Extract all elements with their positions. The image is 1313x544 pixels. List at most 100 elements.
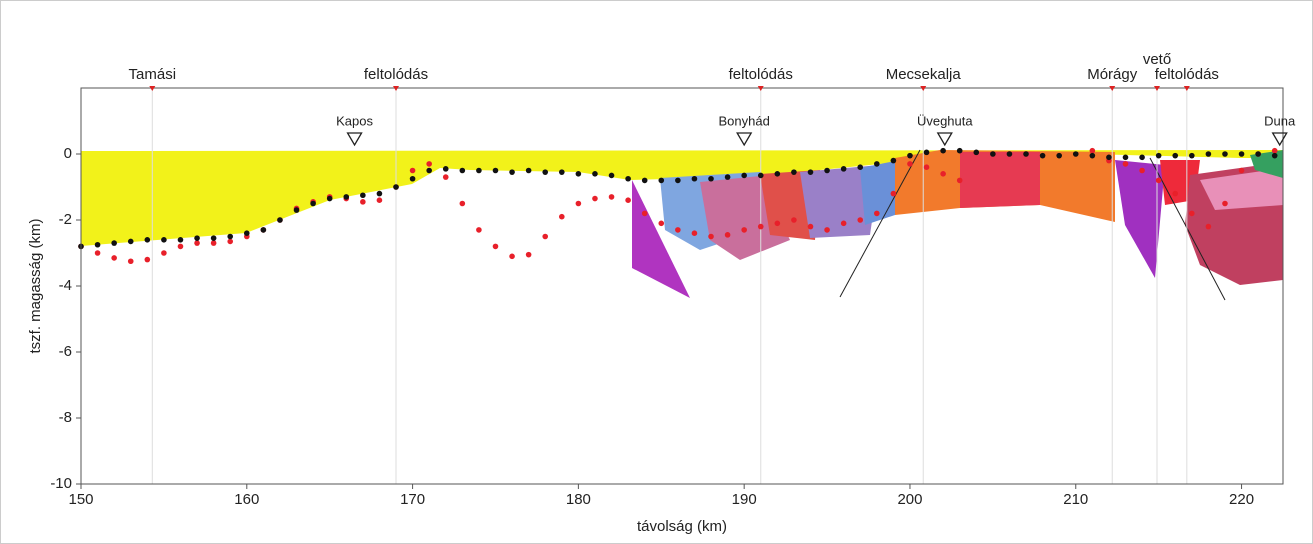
landmark-label: Kapos	[336, 113, 373, 128]
marker-tick	[1183, 86, 1190, 91]
data-point	[956, 147, 963, 154]
data-point	[608, 194, 615, 200]
marker-label: feltolódás	[729, 66, 793, 83]
data-point	[774, 220, 781, 227]
data-point	[343, 194, 350, 200]
block	[960, 152, 1040, 208]
y-tick-label: -4	[59, 277, 72, 294]
x-tick-label: 150	[68, 491, 93, 508]
data-point	[641, 210, 648, 217]
data-point	[1056, 152, 1062, 159]
data-point	[973, 149, 980, 156]
data-point	[857, 164, 864, 170]
data-point	[675, 227, 681, 233]
data-point	[940, 171, 946, 177]
x-tick-label: 160	[234, 491, 259, 508]
data-point	[592, 195, 598, 202]
marker-tick	[920, 86, 927, 91]
data-point	[542, 169, 549, 175]
y-tick-label: -8	[59, 409, 72, 426]
x-tick-label: 220	[1229, 491, 1254, 508]
data-point	[210, 240, 217, 246]
data-point	[525, 167, 532, 174]
data-point	[360, 199, 366, 205]
data-point	[625, 197, 631, 203]
data-point	[1255, 151, 1261, 157]
data-point	[426, 161, 432, 167]
data-point	[376, 197, 383, 203]
landmark-triangle	[736, 132, 753, 147]
landmark-label: Duna	[1264, 113, 1296, 128]
data-point	[1039, 152, 1046, 159]
marker-label: Mecsekalja	[886, 66, 962, 83]
x-tick-label: 190	[732, 491, 757, 508]
data-point	[177, 243, 184, 250]
data-point	[360, 192, 366, 199]
data-point	[144, 256, 151, 263]
x-tick-label: 170	[400, 491, 425, 508]
data-point	[194, 235, 200, 241]
data-point	[1222, 200, 1228, 207]
landmark-label: Bonyhád	[719, 113, 770, 128]
marker-tick	[1109, 86, 1116, 91]
data-point	[1172, 190, 1179, 197]
block	[1200, 168, 1283, 210]
data-point	[708, 175, 714, 182]
data-point	[409, 175, 416, 182]
marker-tick	[1153, 86, 1160, 91]
data-point	[326, 195, 333, 202]
data-point	[658, 177, 665, 184]
data-point	[1006, 151, 1013, 157]
data-point	[1122, 161, 1129, 167]
data-point	[691, 230, 698, 236]
data-point	[476, 167, 482, 174]
data-point	[641, 177, 648, 184]
data-point	[907, 161, 913, 167]
data-point	[426, 167, 432, 174]
marker-label: feltolódás	[1155, 66, 1219, 83]
data-point	[1172, 152, 1179, 159]
block	[632, 180, 690, 298]
data-point	[757, 223, 764, 230]
data-point	[874, 161, 880, 167]
y-tick-label: 0	[64, 145, 72, 162]
data-point	[459, 167, 466, 174]
data-point	[956, 177, 963, 184]
data-point	[1072, 151, 1079, 157]
data-point	[111, 240, 117, 246]
marker-tick	[393, 86, 400, 91]
data-point	[791, 169, 797, 175]
data-point	[724, 174, 731, 180]
data-point	[923, 149, 930, 156]
data-point	[127, 258, 134, 265]
data-point	[492, 243, 499, 250]
data-point	[807, 169, 814, 175]
data-point	[625, 175, 631, 182]
data-point	[177, 237, 184, 243]
y-tick-label: -6	[59, 343, 72, 360]
data-point	[907, 152, 913, 159]
marker-label: Tamási	[129, 66, 177, 83]
data-point	[1023, 151, 1029, 157]
data-point	[874, 210, 880, 217]
marker-label: Mórágy	[1087, 66, 1138, 83]
data-point	[442, 166, 449, 172]
data-point	[476, 227, 482, 233]
data-point	[260, 227, 267, 233]
sediment	[81, 150, 1283, 246]
x-tick-label: 180	[566, 491, 591, 508]
data-point	[459, 200, 466, 207]
data-point	[1089, 152, 1096, 159]
data-point	[525, 251, 532, 258]
data-point	[923, 164, 930, 170]
data-point	[1189, 152, 1195, 159]
plot	[78, 88, 1278, 484]
marker-tick	[757, 86, 764, 91]
data-point	[194, 240, 200, 246]
data-point	[1205, 151, 1212, 157]
data-point	[741, 172, 747, 179]
landmark-triangle	[1271, 132, 1288, 147]
data-point	[724, 232, 731, 238]
block	[860, 160, 900, 225]
